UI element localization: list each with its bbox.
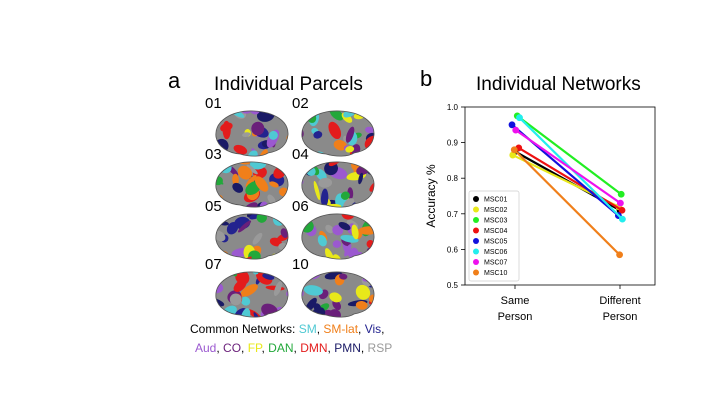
network-dan: DAN xyxy=(268,341,294,355)
legend-marker-msc01 xyxy=(473,196,479,202)
subject-label: 10 xyxy=(292,256,309,273)
network-sm-lat: SM-lat xyxy=(323,322,359,336)
brain-parcel-image xyxy=(301,110,375,157)
legend-label-msc01: MSC01 xyxy=(484,197,507,204)
legend-marker-msc10 xyxy=(473,269,479,276)
series-line-msc07 xyxy=(515,129,622,205)
legend-label-msc02: MSC02 xyxy=(484,207,507,214)
panel-b-title: Individual Networks xyxy=(476,74,641,95)
brain-parcel-image xyxy=(215,271,289,318)
network-pmn: PMN xyxy=(334,341,361,355)
point-msc06-same xyxy=(516,114,523,122)
subject-label: 04 xyxy=(292,146,309,163)
brain-parcel-image xyxy=(215,110,289,157)
point-msc05-same xyxy=(508,121,516,129)
legend-marker-msc05 xyxy=(473,238,479,244)
y-tick-label: 1.0 xyxy=(447,103,459,112)
brain-parcel-image xyxy=(301,213,375,260)
point-msc03-different xyxy=(617,190,625,198)
legend-label-msc03: MSC03 xyxy=(484,218,507,225)
x-tick-label: Person xyxy=(603,311,638,323)
legend-box xyxy=(468,190,520,282)
subject-label: 02 xyxy=(292,95,309,112)
x-tick-label: Same xyxy=(501,295,530,307)
network-rsp: RSP xyxy=(367,341,393,355)
y-tick-label: 0.5 xyxy=(447,281,459,290)
point-msc07-same xyxy=(512,126,520,134)
network-aud: Aud xyxy=(195,341,217,355)
subject-label: 03 xyxy=(205,146,222,163)
legend-label-msc04: MSC04 xyxy=(484,228,507,235)
networks-legend-line2: Aud, CO, FP, DAN, DMN, PMN, RSP xyxy=(195,341,393,355)
legend-label-msc07: MSC07 xyxy=(484,260,507,267)
point-msc06-different xyxy=(619,215,626,223)
legend-marker-msc04 xyxy=(473,227,479,234)
subject-label: 01 xyxy=(205,95,222,112)
subject-label: 06 xyxy=(292,198,309,215)
brain-parcel-image xyxy=(301,161,375,208)
legend-marker-msc03 xyxy=(473,217,479,223)
subject-label: 07 xyxy=(205,256,222,273)
networks-legend-label: Common Networks: xyxy=(190,322,296,336)
legend-marker-msc06 xyxy=(473,248,479,255)
accuracy-chart: 0.5 0.6 0.7 0.8 0.9 1.0 Same Person Different Per… xyxy=(424,103,656,323)
brain-parcel-image xyxy=(215,213,289,260)
series-line-msc03 xyxy=(516,115,622,196)
y-tick-label: 0.9 xyxy=(447,139,459,148)
legend-label-msc05: MSC05 xyxy=(484,239,507,246)
brain-parcel-image xyxy=(301,271,375,318)
network-co: CO xyxy=(223,341,242,355)
subject-label: 05 xyxy=(205,198,222,215)
y-tick-label: 0.8 xyxy=(447,174,459,183)
panel-a-letter: a xyxy=(168,68,181,93)
plot-frame xyxy=(464,106,656,286)
legend-marker-msc02 xyxy=(473,206,479,213)
legend-label-msc10: MSC10 xyxy=(484,270,507,277)
network-dmn: DMN xyxy=(300,341,328,355)
network-fp: FP xyxy=(247,341,262,355)
x-tick-label: Person xyxy=(498,311,533,323)
series-line-msc10 xyxy=(513,148,621,256)
network-sm: SM xyxy=(298,322,317,336)
y-tick-label: 0.7 xyxy=(447,210,459,219)
networks-legend-line1: Common Networks: SM, SM-lat, Vis, xyxy=(190,322,385,336)
point-msc02-same xyxy=(509,151,517,159)
y-tick-label: 0.6 xyxy=(447,245,459,254)
panel-b-letter: b xyxy=(420,66,433,91)
point-msc10-different xyxy=(616,251,623,259)
point-msc10-same xyxy=(510,146,518,154)
y-axis-label: Accuracy % xyxy=(424,164,438,228)
point-msc07-different xyxy=(617,199,624,207)
series-line-msc04 xyxy=(518,146,623,212)
legend-label-msc06: MSC06 xyxy=(484,249,507,256)
panel-a-title: Individual Parcels xyxy=(214,74,363,95)
point-msc04-different xyxy=(618,206,626,214)
networks-legend: Common Networks: SM, SM-lat, Vis, Aud, C… xyxy=(190,320,392,358)
x-tick-label: Different xyxy=(599,295,640,307)
brain-parcel-image xyxy=(215,161,289,208)
network-vis: Vis xyxy=(364,322,382,336)
legend-marker-msc07 xyxy=(473,259,479,265)
